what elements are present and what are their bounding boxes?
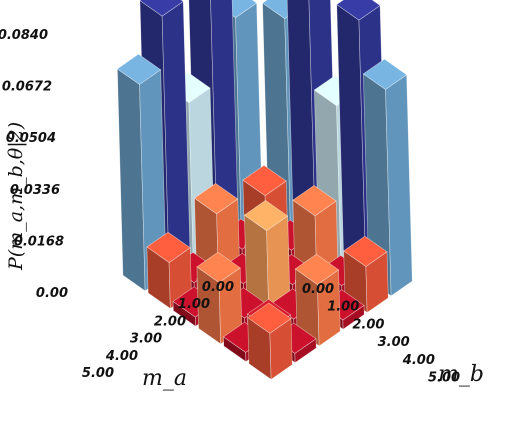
z-tick-label: 0.00 bbox=[36, 286, 68, 301]
x-tick-label: 5.00 bbox=[82, 366, 114, 381]
y-tick-label: 0.00 bbox=[302, 282, 334, 297]
bar-face-top bbox=[196, 251, 241, 283]
y-tick-label: 3.00 bbox=[378, 335, 410, 350]
x-tick-label: 4.00 bbox=[105, 349, 138, 364]
y-tick-label: 1.00 bbox=[327, 300, 359, 315]
z-tick-label: 0.0504 bbox=[6, 131, 56, 146]
bar-ma5-mb0 bbox=[116, 53, 167, 292]
bar-face-top bbox=[242, 165, 287, 197]
bar-face-top bbox=[294, 253, 340, 285]
bar-ma5-mb5 bbox=[247, 302, 293, 380]
bar-ma3-mb3 bbox=[243, 200, 291, 312]
z-tick-label: 0.0168 bbox=[14, 234, 64, 249]
y-tick-label: 4.00 bbox=[402, 353, 435, 368]
x-tick-label: 2.00 bbox=[154, 314, 186, 329]
bar-face-top bbox=[336, 0, 381, 21]
z-tick-label: 0.0336 bbox=[10, 183, 60, 198]
bar-face-top bbox=[193, 183, 239, 215]
bar-face-top bbox=[362, 58, 408, 90]
bar-face-top bbox=[243, 200, 289, 232]
y-axis-title: m_b bbox=[438, 362, 484, 387]
x-tick-label: 3.00 bbox=[130, 332, 162, 347]
x-tick-label: 1.00 bbox=[178, 297, 210, 312]
bar-face-top bbox=[247, 302, 292, 334]
y-tick-label: 5.00 bbox=[428, 371, 460, 386]
bar-face-top bbox=[292, 185, 337, 217]
tick-labels-layer: 0.00 0.0168 0.0336 0.0504 0.0672 0.0840 0.00 1.… bbox=[0, 28, 460, 386]
x-tick-label: 0.00 bbox=[202, 280, 234, 295]
bar-face-top bbox=[116, 53, 162, 85]
z-tick-label: 0.0672 bbox=[2, 80, 52, 95]
bar-face-top bbox=[343, 235, 388, 267]
z-axis-title: P(m_a,m_b,θ|2) bbox=[5, 122, 27, 271]
x-axis-title: m_a bbox=[142, 366, 187, 391]
bar-ma5-mb1 bbox=[146, 231, 192, 310]
bar-face-top bbox=[139, 0, 184, 17]
bar-ma3-mb5 bbox=[294, 253, 341, 347]
z-tick-label: 0.0840 bbox=[0, 28, 48, 43]
bar-face-top bbox=[146, 231, 191, 263]
bar-ma5-mb3 bbox=[196, 251, 243, 345]
y-tick-label: 2.00 bbox=[352, 317, 384, 332]
bars-layer bbox=[116, 0, 413, 380]
